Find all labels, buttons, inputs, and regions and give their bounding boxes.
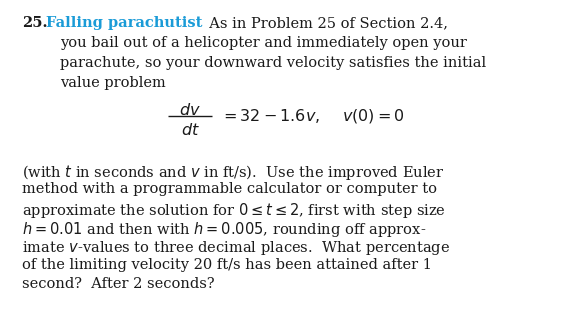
Text: $v(0) = 0$: $v(0) = 0$ xyxy=(342,107,405,125)
Text: imate $v$-values to three decimal places.  What percentage: imate $v$-values to three decimal places… xyxy=(22,239,450,257)
Text: you bail out of a helicopter and immediately open your: you bail out of a helicopter and immedia… xyxy=(60,36,467,50)
Text: (with $t$ in seconds and $v$ in ft/s).  Use the improved Euler: (with $t$ in seconds and $v$ in ft/s). U… xyxy=(22,163,444,182)
Text: $h = 0.01$ and then with $h = 0.005$, rounding off approx-: $h = 0.01$ and then with $h = 0.005$, ro… xyxy=(22,220,426,239)
Text: 25.: 25. xyxy=(22,16,47,30)
Text: $dt$: $dt$ xyxy=(180,122,199,139)
Text: $dv$: $dv$ xyxy=(179,102,201,119)
Text: of the limiting velocity 20 ft/s has been attained after 1: of the limiting velocity 20 ft/s has bee… xyxy=(22,258,432,272)
Text: value problem: value problem xyxy=(60,76,166,90)
Text: As in Problem 25 of Section 2.4,: As in Problem 25 of Section 2.4, xyxy=(200,16,448,30)
Text: $= 32 - 1.6v,$: $= 32 - 1.6v,$ xyxy=(220,107,320,125)
Text: method with a programmable calculator or computer to: method with a programmable calculator or… xyxy=(22,182,437,196)
Text: approximate the solution for $0 \leq t \leq 2$, first with step size: approximate the solution for $0 \leq t \… xyxy=(22,201,446,220)
Text: parachute, so your downward velocity satisfies the initial: parachute, so your downward velocity sat… xyxy=(60,56,486,70)
Text: second?  After 2 seconds?: second? After 2 seconds? xyxy=(22,277,215,291)
Text: Falling parachutist: Falling parachutist xyxy=(46,16,202,30)
